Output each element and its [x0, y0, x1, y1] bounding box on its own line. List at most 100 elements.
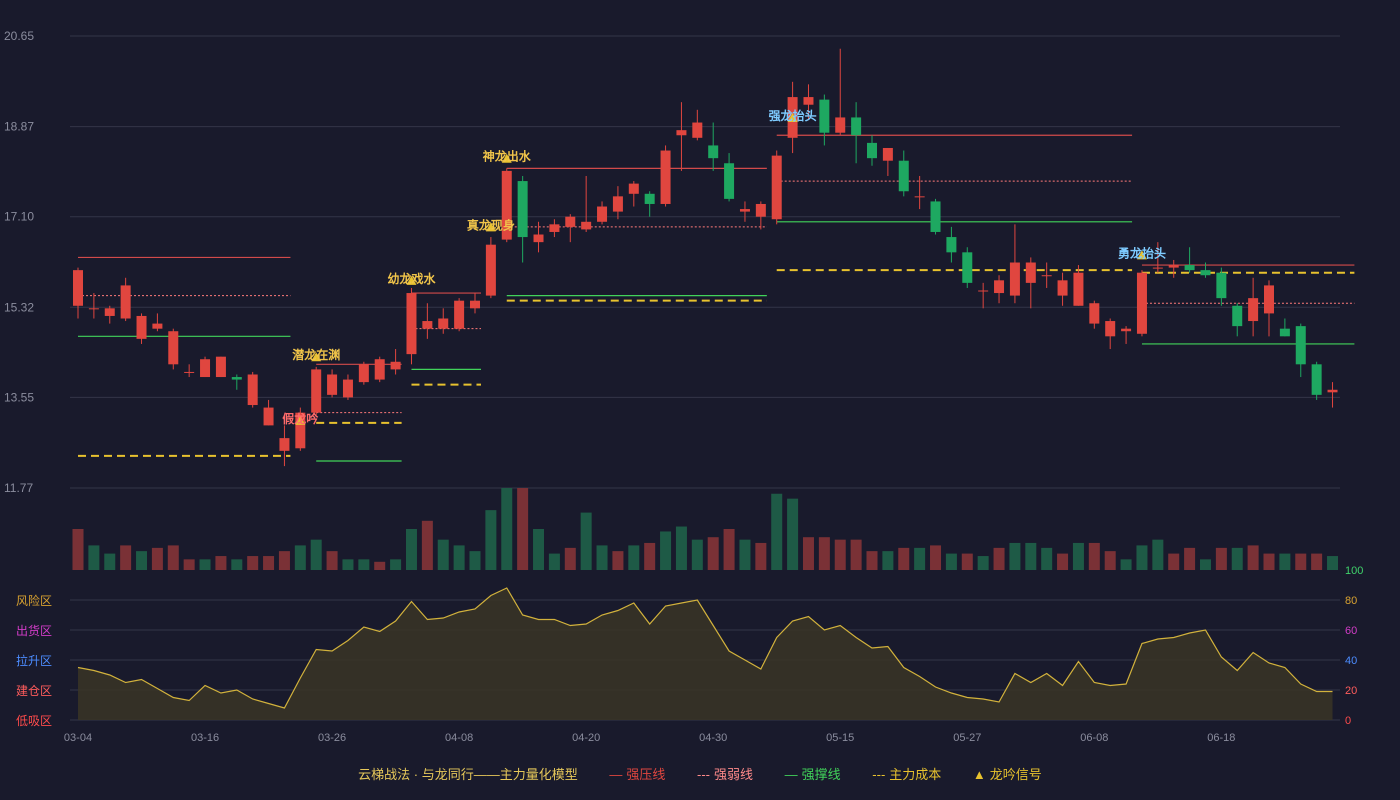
- volume-bar: [501, 488, 513, 570]
- candle-body: [184, 371, 195, 373]
- candle-body: [1327, 389, 1338, 393]
- candle: [374, 356, 385, 383]
- candle: [978, 282, 989, 309]
- candle-body: [358, 364, 369, 383]
- volume-bar: [739, 539, 751, 570]
- volume-bar: [1168, 553, 1180, 570]
- candle-body: [851, 117, 862, 136]
- candle: [295, 407, 306, 451]
- candle: [1041, 262, 1052, 288]
- candle: [88, 293, 99, 319]
- volume-bar: [72, 529, 84, 570]
- candle-body: [295, 412, 306, 449]
- legend-swatch-signal: ▲: [972, 767, 986, 782]
- level-lines: [78, 134, 1355, 462]
- candle-body: [724, 163, 735, 199]
- volume-bar: [1088, 542, 1100, 570]
- volume-bar: [1263, 553, 1275, 570]
- candle-body: [549, 224, 560, 232]
- candle-body: [1248, 298, 1259, 322]
- candle-body: [946, 237, 957, 253]
- candle-body: [342, 379, 353, 398]
- candle: [263, 399, 274, 426]
- candle-body: [1264, 285, 1274, 314]
- volume-bar: [993, 547, 1005, 570]
- chart-legend: 云梯战法 · 与龙同行——主力量化模型 — 强压线 --- 强弱线 — 强撑线 ---…: [0, 764, 1400, 783]
- candle: [136, 313, 147, 344]
- candle: [120, 277, 131, 322]
- candle: [1105, 318, 1116, 350]
- candle-body: [898, 160, 909, 192]
- volume-bar: [120, 545, 132, 570]
- price-axis: 20.65 18.87 17.10 15.32 13.55 11.77: [4, 29, 34, 495]
- volume-bar: [1009, 542, 1021, 570]
- candle-body: [104, 308, 115, 316]
- candle: [962, 247, 973, 288]
- candle-body: [247, 374, 258, 406]
- volume-bar: [644, 542, 656, 570]
- candle: [1025, 257, 1036, 309]
- candle: [628, 181, 639, 207]
- candle-body: [1089, 303, 1100, 324]
- candle: [739, 201, 750, 222]
- volume-bar: [1136, 545, 1148, 570]
- signal-label: 勇龙抬头: [1118, 245, 1166, 260]
- candle-body: [1105, 321, 1116, 337]
- candle-body: [279, 438, 290, 451]
- candle-body: [597, 206, 608, 222]
- osc-line: [77, 587, 1333, 709]
- candle: [755, 201, 766, 230]
- candle: [708, 122, 719, 171]
- candle: [930, 198, 941, 235]
- legend-swatch-cost: ---: [872, 767, 886, 782]
- price-tick-label: 15.32: [4, 300, 34, 314]
- osc-zone-label: 出货区: [16, 623, 52, 638]
- volume-bar: [453, 545, 465, 570]
- candle: [215, 356, 226, 378]
- candle: [200, 356, 211, 378]
- volume-bar: [834, 539, 846, 570]
- osc-tick-label: 80: [1345, 595, 1357, 607]
- candle-body: [454, 300, 465, 329]
- volume-bar: [882, 551, 894, 570]
- volume-bar: [1215, 547, 1227, 570]
- signal-label: 幼龙戏水: [387, 271, 436, 286]
- candle: [819, 94, 830, 146]
- candle-body: [1200, 270, 1211, 276]
- candle-body: [517, 181, 528, 238]
- signal-label: 真龙现身: [467, 217, 515, 232]
- candle-body: [819, 99, 830, 133]
- candle-body: [470, 300, 480, 309]
- candle: [1295, 323, 1306, 378]
- volume-bar: [1072, 542, 1084, 570]
- candle: [485, 237, 496, 299]
- candle: [422, 303, 433, 339]
- price-tick-label: 18.87: [4, 120, 34, 134]
- candle: [1168, 259, 1179, 278]
- volume-bar: [358, 559, 370, 570]
- candle: [1264, 280, 1274, 337]
- candle-body: [755, 203, 766, 217]
- volume-bar: [1295, 553, 1307, 570]
- candle: [946, 226, 957, 263]
- candle-body: [1216, 272, 1227, 299]
- candle-body: [168, 331, 179, 365]
- candle: [247, 371, 258, 408]
- candle-body: [692, 122, 703, 138]
- candle-body: [231, 377, 242, 380]
- candle-body: [1295, 326, 1306, 365]
- volume-bar: [136, 551, 148, 570]
- legend-swatch-pressure: —: [609, 767, 623, 782]
- legend-item-signal: ▲ 龙吟信号: [972, 767, 1042, 782]
- candle: [994, 275, 1005, 304]
- candle-body: [1025, 262, 1036, 283]
- osc-tick-label: 60: [1345, 625, 1357, 637]
- candle: [1232, 303, 1243, 337]
- volume-bar: [390, 559, 402, 570]
- volume-bar: [1311, 553, 1323, 570]
- volume-bar: [866, 551, 878, 570]
- candle: [358, 361, 369, 385]
- volume-bar: [1231, 547, 1243, 570]
